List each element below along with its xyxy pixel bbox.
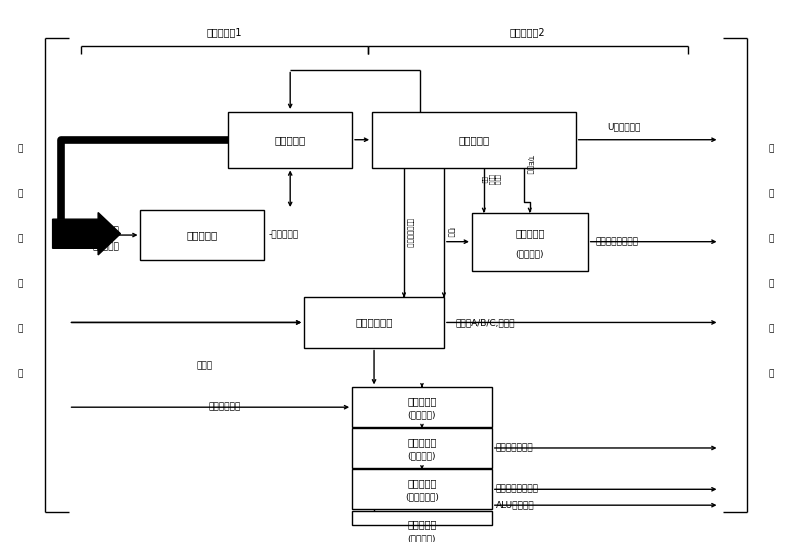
- Text: 指令方
类和立
即数: 指令方 类和立 即数: [481, 174, 499, 185]
- FancyArrow shape: [53, 212, 121, 255]
- Text: 操作数A/B/C,立即数: 操作数A/B/C,立即数: [456, 318, 515, 327]
- Text: (乘除指令): (乘除指令): [408, 451, 436, 460]
- Text: 去: 去: [18, 145, 23, 153]
- Text: I元素: I元素: [447, 227, 454, 237]
- Text: 位操作器控制信号: 位操作器控制信号: [496, 485, 539, 494]
- Text: 指令比较器: 指令比较器: [407, 479, 437, 488]
- Text: 指令寄存器: 指令寄存器: [274, 135, 306, 145]
- Bar: [352, 388, 492, 427]
- Bar: [141, 210, 264, 260]
- Text: T/E比较: T/E比较: [527, 154, 534, 173]
- Text: 乘除法控制信号: 乘除法控制信号: [496, 443, 534, 453]
- Text: 指令比较器: 指令比较器: [515, 228, 545, 238]
- Text: 指令计数器: 指令计数器: [186, 230, 218, 240]
- Text: 指: 指: [18, 235, 23, 243]
- Bar: [228, 112, 352, 167]
- Bar: [352, 428, 492, 468]
- Text: -比特偏移量: -比特偏移量: [268, 230, 298, 240]
- Text: (指令类型): (指令类型): [515, 249, 544, 258]
- Text: U比特列比特: U比特列比特: [608, 122, 641, 131]
- Text: 译码流水线2: 译码流水线2: [510, 28, 546, 37]
- Text: 取: 取: [18, 190, 23, 198]
- Text: 跳转控制信号: 跳转控制信号: [208, 403, 241, 412]
- Bar: [472, 212, 588, 271]
- Text: 立即数: 立即数: [196, 362, 213, 371]
- Text: 译码流水线1: 译码流水线1: [206, 28, 242, 37]
- Bar: [372, 112, 576, 167]
- Text: 执: 执: [769, 190, 774, 198]
- Text: 水: 水: [18, 325, 23, 333]
- Text: 指令比较器: 指令比较器: [407, 396, 437, 406]
- Text: 线: 线: [769, 370, 774, 379]
- Text: 需要获取的: 需要获取的: [93, 227, 119, 236]
- Text: 指令字节数: 指令字节数: [93, 242, 119, 251]
- Bar: [304, 298, 444, 347]
- Text: 操作数选择器: 操作数选择器: [355, 318, 393, 327]
- Text: 制作操作命令集: 制作操作命令集: [407, 217, 414, 247]
- Text: 指令比较器: 指令比较器: [407, 437, 437, 447]
- Text: 流: 流: [18, 280, 23, 288]
- Bar: [352, 511, 492, 525]
- Text: 线: 线: [18, 370, 23, 379]
- Text: (算术指令): (算术指令): [408, 534, 436, 542]
- Text: 指令比较器: 指令比较器: [407, 520, 437, 530]
- Text: (跳转指令): (跳转指令): [408, 411, 436, 420]
- Text: 水: 水: [769, 325, 774, 333]
- Text: ALU控制信号: ALU控制信号: [496, 501, 534, 509]
- Text: 指令缓存器: 指令缓存器: [458, 135, 490, 145]
- Text: 行: 行: [769, 235, 774, 243]
- Text: 去: 去: [769, 145, 774, 153]
- Text: (位操作指令): (位操作指令): [405, 493, 439, 502]
- Text: 执行单元选择信号: 执行单元选择信号: [596, 237, 638, 246]
- Bar: [352, 469, 492, 509]
- Text: 流: 流: [769, 280, 774, 288]
